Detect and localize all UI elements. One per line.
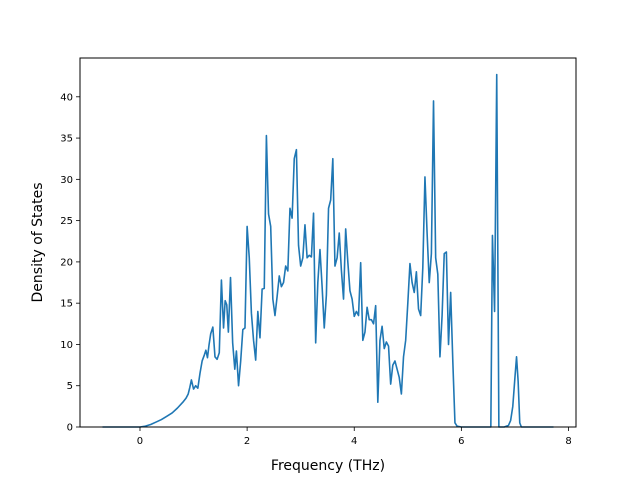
y-tick-label: 25: [60, 216, 73, 227]
x-tick-label: 8: [565, 436, 571, 447]
x-tick-label: 0: [137, 436, 143, 447]
x-axis-ticks: 0 2 4 6 8: [137, 427, 572, 447]
x-tick-label: 4: [351, 436, 357, 447]
y-axis-label: Density of States: [30, 183, 46, 303]
y-tick-label: 20: [60, 257, 73, 268]
series-layer: [102, 73, 554, 428]
y-tick-label: 40: [60, 92, 73, 103]
plot-frame: [79, 57, 577, 428]
dos-series-line-0: [102, 73, 554, 428]
y-tick-label: 15: [60, 299, 73, 310]
y-axis-ticks: 0 5 10 15 20 25 30 35 40: [60, 92, 80, 434]
y-tick-label: 35: [60, 134, 73, 145]
x-tick-label: 6: [458, 436, 464, 447]
x-tick-label: 2: [244, 436, 250, 447]
y-tick-label: 10: [60, 340, 73, 351]
y-tick-label: 0: [67, 423, 73, 434]
y-tick-label: 30: [60, 175, 73, 186]
x-axis-label: Frequency (THz): [271, 458, 385, 474]
y-tick-label: 5: [67, 381, 73, 392]
